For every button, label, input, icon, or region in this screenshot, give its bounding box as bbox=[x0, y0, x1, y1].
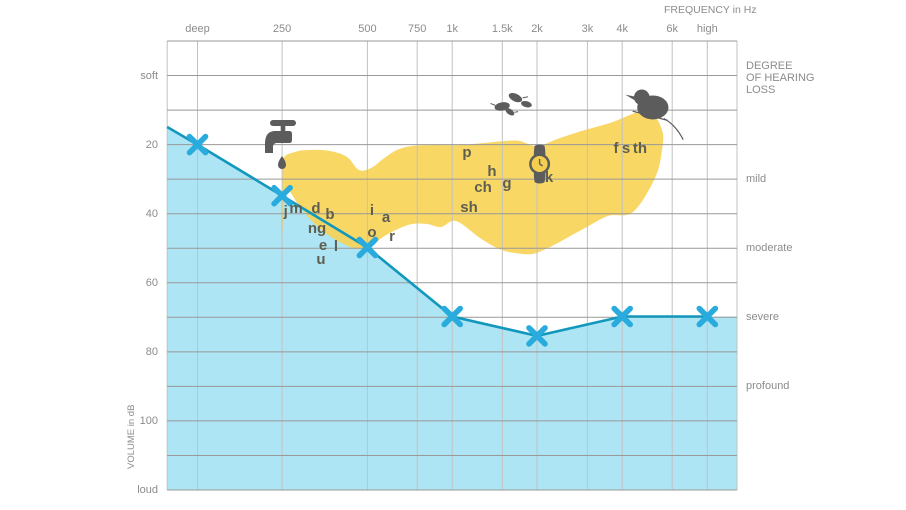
svg-text:500: 500 bbox=[358, 23, 376, 35]
svg-text:p: p bbox=[462, 144, 471, 161]
svg-text:r: r bbox=[389, 228, 395, 245]
svg-text:d: d bbox=[311, 200, 320, 217]
svg-text:2k: 2k bbox=[531, 23, 543, 35]
svg-text:b: b bbox=[325, 206, 334, 223]
svg-text:soft: soft bbox=[140, 70, 158, 82]
svg-text:m: m bbox=[289, 200, 302, 217]
svg-text:loud: loud bbox=[137, 484, 158, 496]
svg-text:sh: sh bbox=[460, 199, 478, 216]
svg-text:moderate: moderate bbox=[746, 242, 792, 254]
svg-text:750: 750 bbox=[408, 23, 426, 35]
svg-text:l: l bbox=[334, 238, 338, 255]
svg-text:ng: ng bbox=[308, 220, 326, 237]
svg-text:h: h bbox=[487, 163, 496, 180]
svg-text:a: a bbox=[382, 209, 391, 226]
svg-text:high: high bbox=[697, 23, 718, 35]
svg-text:40: 40 bbox=[146, 208, 158, 220]
svg-text:FREQUENCY in Hz: FREQUENCY in Hz bbox=[664, 4, 757, 16]
svg-text:ch: ch bbox=[474, 179, 492, 196]
svg-text:VOLUME in dB: VOLUME in dB bbox=[126, 405, 137, 469]
svg-text:mild: mild bbox=[746, 173, 766, 185]
svg-text:1.5k: 1.5k bbox=[492, 23, 513, 35]
svg-text:80: 80 bbox=[146, 346, 158, 358]
svg-text:OF HEARING: OF HEARING bbox=[746, 72, 814, 84]
svg-text:i: i bbox=[370, 202, 374, 219]
svg-text:4k: 4k bbox=[616, 23, 628, 35]
svg-text:20: 20 bbox=[146, 139, 158, 151]
svg-text:100: 100 bbox=[140, 415, 158, 427]
svg-text:profound: profound bbox=[746, 380, 789, 392]
svg-text:250: 250 bbox=[273, 23, 291, 35]
svg-text:60: 60 bbox=[146, 277, 158, 289]
svg-text:LOSS: LOSS bbox=[746, 84, 775, 96]
svg-text:6k: 6k bbox=[666, 23, 678, 35]
svg-text:j: j bbox=[283, 203, 288, 220]
svg-text:g: g bbox=[502, 175, 511, 192]
svg-text:1k: 1k bbox=[446, 23, 458, 35]
svg-text:u: u bbox=[316, 251, 325, 268]
svg-text:s: s bbox=[622, 140, 630, 157]
svg-text:o: o bbox=[367, 224, 376, 241]
svg-text:DEGREE: DEGREE bbox=[746, 60, 792, 72]
svg-text:3k: 3k bbox=[582, 23, 594, 35]
svg-text:th: th bbox=[633, 140, 647, 157]
svg-text:severe: severe bbox=[746, 311, 779, 323]
svg-text:deep: deep bbox=[185, 23, 209, 35]
